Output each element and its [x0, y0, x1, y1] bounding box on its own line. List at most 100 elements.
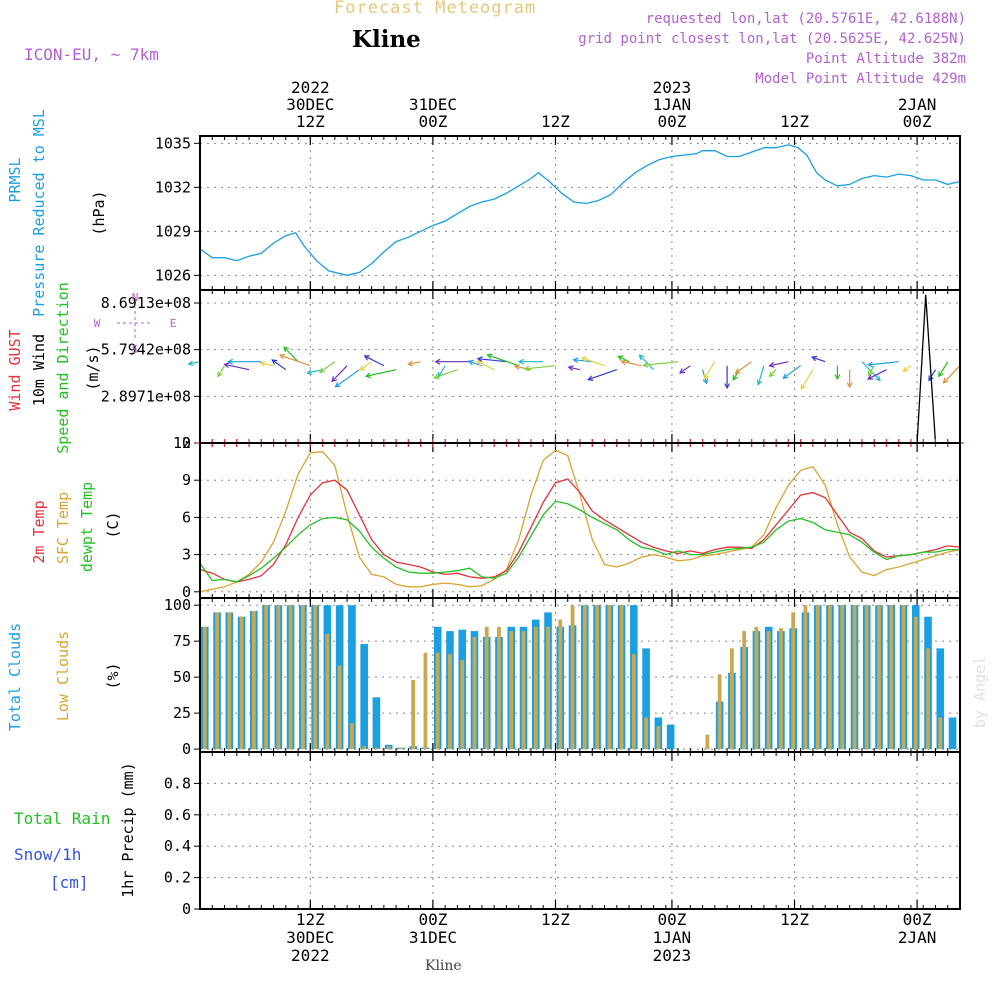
low-cloud-bar	[399, 747, 403, 750]
wind-arrow-head	[638, 354, 645, 361]
compass-south: S	[132, 343, 139, 356]
wind-arrow	[335, 369, 360, 388]
wind-arrow	[618, 355, 630, 363]
chart-title: Forecast Meteogram	[334, 0, 537, 18]
wind-arrow	[757, 365, 765, 385]
y-tick-label: 5.7942e+08	[101, 341, 191, 359]
wind-arrow-head	[331, 376, 338, 383]
wind-arrow	[581, 357, 605, 367]
wind-arrow-head	[467, 359, 474, 366]
y-tick-label: 0.6	[164, 806, 191, 824]
y-tick-label: 25	[173, 704, 191, 722]
y-tick-label: 2.8971e+08	[101, 387, 191, 405]
wind-arrow	[938, 361, 949, 377]
low-cloud-bar	[202, 626, 207, 750]
low-cloud-bar	[288, 605, 293, 750]
model-altitude: Model Point Altitude 429m	[755, 71, 966, 87]
low-cloud-bar	[717, 674, 722, 750]
low-cloud-bar	[607, 605, 612, 750]
bottom-date-label: 2023	[653, 946, 692, 965]
wind-arrow-head	[187, 360, 194, 367]
low-cloud-bar	[276, 605, 281, 750]
compass-north: N	[132, 291, 139, 304]
pressure-unit: (hPa)	[90, 190, 108, 235]
wind-arrow	[573, 359, 593, 363]
snow-legend: Snow/1h	[14, 845, 81, 864]
wind-arrow-head	[642, 362, 649, 368]
wind-arrow-head	[364, 372, 372, 379]
panel-border	[199, 289, 961, 444]
point-altitude: Point Altitude 382m	[805, 51, 966, 67]
low-cloud-bar	[435, 652, 440, 750]
model-label: ICON-EU, ~ 7km	[24, 45, 159, 64]
wind-arrow-head	[334, 381, 341, 388]
low-cloud-bar	[300, 605, 305, 750]
wind-arrow-head	[732, 374, 738, 381]
wind-arrow	[188, 361, 201, 365]
clouds-unit: (%)	[104, 662, 122, 689]
low-cloud-bar	[325, 633, 330, 750]
low-cloud-bar	[828, 605, 832, 750]
low-cloud-bar	[558, 619, 563, 750]
wind-arrow	[433, 369, 458, 379]
wind-arrow	[639, 354, 654, 371]
top-date-label: 12Z	[780, 112, 809, 131]
low-cloud-bar	[448, 654, 452, 750]
wind-arrow	[800, 369, 814, 390]
grid-lonlat: grid point closest lon,lat (20.5625E, 42…	[578, 31, 966, 47]
low-cloud-bar	[472, 636, 477, 750]
low-cloud-bar	[546, 626, 550, 750]
rain-legend: Total Rain	[14, 809, 110, 828]
low-cloud-bar	[423, 652, 428, 750]
y-tick-label: 100	[164, 596, 191, 614]
low-cloud-bar	[631, 654, 636, 750]
top-date-label: 00Z	[418, 112, 447, 131]
pressure-line	[199, 144, 961, 276]
wind-arrow-head	[278, 353, 285, 360]
total-clouds-label: Total Clouds	[6, 623, 24, 731]
low-cloud-bar	[582, 605, 587, 750]
top-date-label: 30DEC	[286, 95, 334, 114]
requested-lonlat: requested lon,lat (20.5761E, 42.6188N)	[645, 11, 966, 27]
compass-rose	[117, 305, 153, 341]
wind-arrow	[943, 365, 961, 384]
wind-arrow-head	[217, 371, 223, 378]
low-cloud-bar	[742, 631, 747, 750]
low-cloud-bar	[374, 747, 379, 750]
low-cloud-bar	[386, 746, 391, 750]
bottom-date-label: 00Z	[903, 910, 932, 929]
wind-arrow	[224, 363, 250, 371]
low-cloud-bar	[215, 612, 219, 750]
low-cloud-bar	[852, 605, 857, 750]
low-cloud-bar	[251, 610, 256, 750]
wind-arrow	[283, 346, 299, 363]
wind-arrow	[867, 369, 887, 380]
wind-arrow-head	[271, 359, 278, 365]
y-tick-label: 50	[173, 668, 191, 686]
wind-arrow	[867, 365, 875, 376]
top-date-label: 2JAN	[898, 95, 937, 114]
y-tick-label: 75	[173, 632, 191, 650]
low-cloud-bar	[729, 648, 734, 750]
wind-arrow-head	[782, 373, 789, 379]
wind-arrow	[487, 354, 519, 367]
wind-arrow-head	[942, 377, 949, 384]
y-tick-label: 3	[182, 546, 191, 564]
wind-arrow-head	[283, 346, 289, 353]
y-tick-label: 1032	[155, 178, 191, 196]
wind-arrow-head	[867, 370, 874, 377]
low-cloud-bar	[313, 605, 318, 750]
total-cloud-bar	[360, 644, 368, 750]
location-info: requested lon,lat (20.5761E, 42.6188N) g…	[578, 9, 966, 89]
wind-arrow	[331, 365, 348, 382]
wind-arrow	[621, 360, 642, 367]
wind-arrow-head	[846, 382, 853, 389]
y-tick-label: 0	[182, 434, 191, 452]
top-date-label: 31DEC	[409, 95, 457, 114]
top-date-label: 2022	[291, 78, 330, 97]
wind-arrow	[643, 361, 679, 366]
low-cloud-bar	[497, 626, 501, 750]
y-tick-label: 6	[182, 508, 191, 526]
wind-arrow-head	[800, 383, 806, 390]
